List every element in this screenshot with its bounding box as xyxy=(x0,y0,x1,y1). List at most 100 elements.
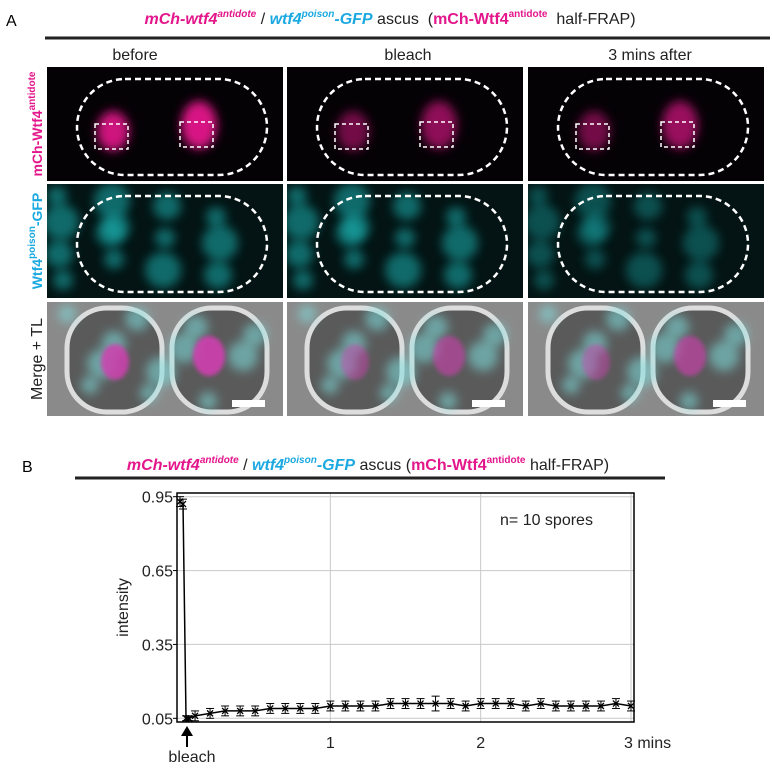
x-tick-label: 3 mins xyxy=(624,735,671,752)
blob xyxy=(380,384,398,402)
blob xyxy=(334,184,370,219)
point-marker xyxy=(402,700,409,707)
blob xyxy=(243,323,267,347)
title-segment: poison xyxy=(301,9,335,20)
blob xyxy=(534,270,554,290)
blob xyxy=(181,101,217,149)
annotation: n= 10 spores xyxy=(500,512,593,529)
blob xyxy=(193,336,225,376)
blob xyxy=(709,341,739,371)
blob xyxy=(650,333,680,363)
blob xyxy=(228,341,258,371)
micrograph xyxy=(528,67,764,181)
title-segment: antidote xyxy=(200,455,239,466)
blob xyxy=(145,252,181,288)
blob xyxy=(433,336,465,376)
point-marker xyxy=(537,700,545,707)
blob xyxy=(446,207,466,227)
blob xyxy=(621,384,639,402)
blob xyxy=(539,305,557,323)
blob xyxy=(585,249,605,269)
blob xyxy=(583,213,611,241)
point-marker xyxy=(311,704,319,712)
title-segment: -GFP xyxy=(29,193,45,226)
title-segment: half-FRAP) xyxy=(526,457,610,474)
micrograph xyxy=(287,67,523,181)
title-segment: Merge + TL xyxy=(29,318,46,400)
point-marker xyxy=(185,714,193,722)
cell-outline xyxy=(75,77,269,177)
x-tick-label: 2 xyxy=(476,735,485,752)
point-marker xyxy=(371,702,379,710)
y-tick-label: 0.65 xyxy=(142,564,173,581)
plot-frame xyxy=(176,492,635,723)
blob xyxy=(169,333,199,363)
blob xyxy=(444,261,472,289)
blob xyxy=(184,315,208,339)
blob xyxy=(606,307,630,331)
blob xyxy=(125,307,149,331)
title-segment: mCh-wtf4 xyxy=(127,457,200,474)
blob xyxy=(202,225,238,261)
roi xyxy=(575,123,610,150)
blob xyxy=(101,344,129,380)
blob xyxy=(683,225,719,261)
blob xyxy=(562,376,580,394)
point-marker xyxy=(627,702,635,710)
micrograph-content xyxy=(287,302,523,416)
point-marker xyxy=(326,702,334,710)
blob xyxy=(578,111,610,151)
title-segment: antidote xyxy=(27,71,38,110)
bleach-label: bleach xyxy=(168,749,215,766)
micrograph xyxy=(47,67,283,181)
blob xyxy=(102,213,130,241)
y-tick-label: 0.95 xyxy=(142,490,173,507)
blob xyxy=(528,186,548,206)
blob xyxy=(204,261,232,289)
micrograph-content xyxy=(47,302,283,416)
title-segment: antidote xyxy=(509,9,548,20)
cell-outline xyxy=(556,194,750,294)
blob xyxy=(47,186,67,206)
blob xyxy=(680,392,698,410)
blob xyxy=(337,111,369,151)
blob xyxy=(442,225,478,261)
blob xyxy=(468,341,498,371)
cell-outline xyxy=(315,77,509,177)
cell-outline xyxy=(556,77,750,177)
blob xyxy=(81,376,99,394)
blob xyxy=(94,184,130,219)
blob xyxy=(341,344,369,380)
title-segment: -GFP xyxy=(334,11,373,28)
roi xyxy=(419,121,454,148)
image-bg xyxy=(47,67,283,181)
blob xyxy=(386,357,416,387)
scale-bar xyxy=(232,400,265,407)
title-segment: mCh-Wtf4 xyxy=(411,457,487,474)
image-bg xyxy=(528,67,764,181)
point-marker xyxy=(356,702,364,710)
title-segment: -GFP xyxy=(317,457,356,474)
blob xyxy=(47,204,79,240)
micrograph-content xyxy=(528,302,764,416)
blob xyxy=(146,357,176,387)
point-marker xyxy=(251,707,259,715)
blob xyxy=(365,307,389,331)
title-segment: mCh-Wtf4 xyxy=(433,11,509,28)
blob xyxy=(287,186,307,206)
point-marker xyxy=(191,712,199,720)
rich-title: mCh-wtf4antidote / wtf4poison-GFP ascus … xyxy=(127,455,609,474)
rich-title: Wtf4poison-GFP xyxy=(27,193,45,290)
point-marker xyxy=(567,702,575,710)
point-marker xyxy=(522,702,530,710)
micrograph xyxy=(47,184,283,298)
point-marker xyxy=(236,707,244,715)
blob xyxy=(385,252,421,288)
title-segment: mCh-wtf4 xyxy=(144,11,217,28)
panel-label: A xyxy=(6,13,17,30)
micrograph-content xyxy=(287,184,523,298)
y-tick-label: 0.05 xyxy=(142,711,173,728)
blob xyxy=(528,204,560,240)
point-marker xyxy=(432,700,440,707)
